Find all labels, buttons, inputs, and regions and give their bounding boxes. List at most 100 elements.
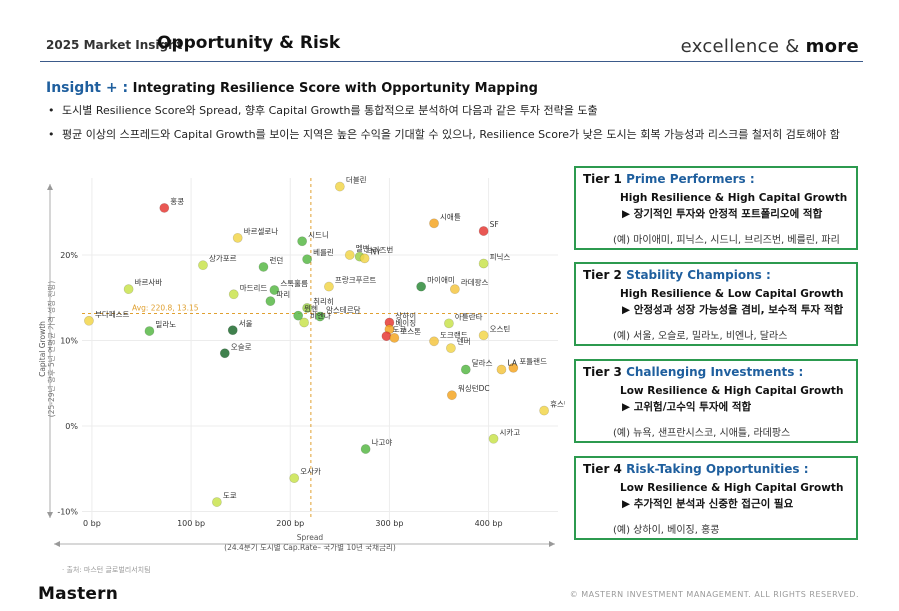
data-point-label: NY: [371, 247, 382, 256]
tier-examples: (예) 마이애미, 피닉스, 시드니, 브리즈번, 베를린, 파리: [613, 235, 840, 246]
tier-strategy: ▶ 고위험/고수익 투자에 적합: [622, 401, 752, 413]
data-point: [381, 331, 392, 342]
data-point: [446, 390, 457, 401]
data-point-label: 뮌헨: [304, 304, 318, 314]
data-point-label: 오슬로: [231, 342, 252, 351]
tier-heading: Tier 4 Risk-Taking Opportunities :: [583, 462, 809, 476]
tier-number: Tier 1: [583, 172, 622, 186]
data-point: [359, 253, 370, 264]
data-point-label: 멜번: [356, 244, 370, 253]
data-point: [302, 303, 313, 313]
data-point-label: 오스틴: [490, 323, 511, 333]
tier-subtitle: High Resilience & High Capital Growth: [620, 192, 848, 204]
tier-examples: (예) 뉴욕, 샌프란시스코, 시애틀, 라데팡스: [613, 428, 791, 439]
data-point-label: 스톡홀름: [280, 278, 308, 288]
x-tick-label: 0 bp: [83, 519, 101, 528]
page-header: 2025 Market Insight Opportunity & Risk e…: [0, 0, 899, 62]
data-point: [449, 284, 460, 295]
data-point-label: 브리즈번: [366, 246, 394, 255]
tier-number: Tier 2: [583, 268, 622, 282]
data-point: [460, 364, 471, 375]
data-point-label: 나고야: [372, 437, 393, 447]
data-point: [299, 317, 310, 328]
copyright-notice: © MASTERN INVESTMENT MANAGEMENT. ALL RIG…: [569, 590, 859, 599]
data-point-label: 비엔나: [310, 310, 331, 320]
data-point-label: 마이애미: [427, 275, 455, 285]
data-point-label: 런던: [269, 255, 283, 265]
average-label: Avg: 220.8, 13.15: [132, 304, 199, 313]
data-point-label: 베이징: [395, 317, 416, 327]
tier-heading: Tier 1 Prime Performers :: [583, 172, 755, 186]
y-axis-title: Capital Growth: [38, 321, 47, 377]
scatter-chart: Avg: 220.8, 13.15 0 bp 100 bp 200 bp 300 bp 4…: [0, 160, 571, 569]
tier-1-card: Tier 1 Prime Performers : High Resilienc…: [574, 166, 858, 250]
data-point-label: 보스톤: [400, 327, 421, 336]
tier-subtitle: High Resilience & Low Capital Growth: [620, 288, 844, 300]
report-eyebrow: 2025 Market Insight: [46, 38, 183, 52]
tier-2-card: Tier 2 Stability Champions : High Resili…: [574, 262, 858, 346]
data-point: [334, 181, 345, 192]
data-point: [219, 348, 230, 359]
data-point: [302, 254, 313, 265]
data-point-label: 시드니: [308, 230, 329, 239]
data-point-label: 바르셀로나: [244, 226, 279, 236]
data-point: [289, 473, 300, 484]
data-point-label: 시카고: [500, 428, 521, 437]
tier-4-card: Tier 4 Risk-Taking Opportunities : Low R…: [574, 456, 858, 540]
data-point-label: 상가포르: [209, 253, 237, 263]
data-point: [478, 330, 489, 341]
data-point-label: 포틀랜드: [519, 356, 547, 366]
data-point-label: 부다페스트: [95, 309, 130, 319]
tier-strategy: ▶ 안정성과 성장 가능성을 겸비, 보수적 투자 적합: [622, 304, 844, 316]
tier-strategy: ▶ 추가적인 분석과 신중한 접근이 필요: [622, 498, 794, 510]
data-point: [508, 362, 519, 373]
scatter-chart-svg: Avg: 220.8, 13.15 0 bp 100 bp 200 bp 300 bp 4…: [38, 175, 571, 552]
data-point-label: 도크랜드: [440, 329, 468, 339]
insight-lead: Insight + :: [46, 80, 129, 96]
data-point-label: 취리히: [313, 296, 334, 306]
x-tick-label: 200 bp: [276, 519, 304, 528]
data-point-label: 프랑크푸르트: [335, 276, 376, 285]
data-point: [144, 326, 155, 336]
data-point: [211, 497, 222, 507]
insight-heading: Insight + : Integrating Resilience Score…: [46, 80, 538, 96]
data-point: [429, 218, 439, 229]
data-point: [159, 203, 170, 213]
y-axis-subtitle: (25-29년 향후 5년 연평균 가격 성장 전망): [46, 281, 56, 417]
tier-name: Challenging Investments :: [626, 365, 804, 379]
y-tick-label: 20%: [60, 251, 78, 260]
x-axis-title: Spread: [297, 533, 324, 542]
tier-name: Stability Champions :: [626, 268, 771, 282]
data-point: [344, 250, 355, 260]
tier-name: Prime Performers :: [626, 172, 755, 186]
data-point-label: 밀라노: [155, 320, 176, 329]
company-logo: Mastern: [38, 584, 119, 604]
data-point: [228, 289, 239, 300]
data-point-label: 아틀란타: [455, 311, 483, 321]
header-divider: [40, 61, 863, 62]
data-point: [297, 236, 308, 247]
data-point-label: 도쿄: [223, 491, 237, 500]
data-point: [123, 284, 134, 295]
data-point-label: 홍콩: [170, 196, 184, 206]
data-point: [315, 311, 325, 322]
brand-tagline: excellence & more: [681, 36, 859, 57]
data-point: [227, 325, 238, 336]
data-point-label: 암스테르담: [326, 305, 361, 315]
data-point: [445, 343, 456, 354]
data-point: [416, 281, 427, 292]
data-point: [232, 232, 243, 243]
data-point-label: 달라스: [472, 359, 493, 368]
data-point: [360, 444, 371, 454]
tagline-light: excellence &: [680, 36, 806, 57]
tier-name: Risk-Taking Opportunities :: [626, 462, 809, 476]
tier-3-card: Tier 3 Challenging Investments : Low Res…: [574, 359, 858, 443]
data-point-label: 더블린: [346, 175, 367, 185]
tier-heading: Tier 3 Challenging Investments :: [583, 365, 803, 379]
data-point-label: 워싱턴DC: [458, 383, 490, 393]
data-point-label: 파리: [276, 290, 290, 299]
data-point: [293, 310, 304, 321]
data-point: [258, 262, 269, 272]
x-tick-label: 400 bp: [475, 519, 503, 528]
data-point: [488, 433, 499, 444]
